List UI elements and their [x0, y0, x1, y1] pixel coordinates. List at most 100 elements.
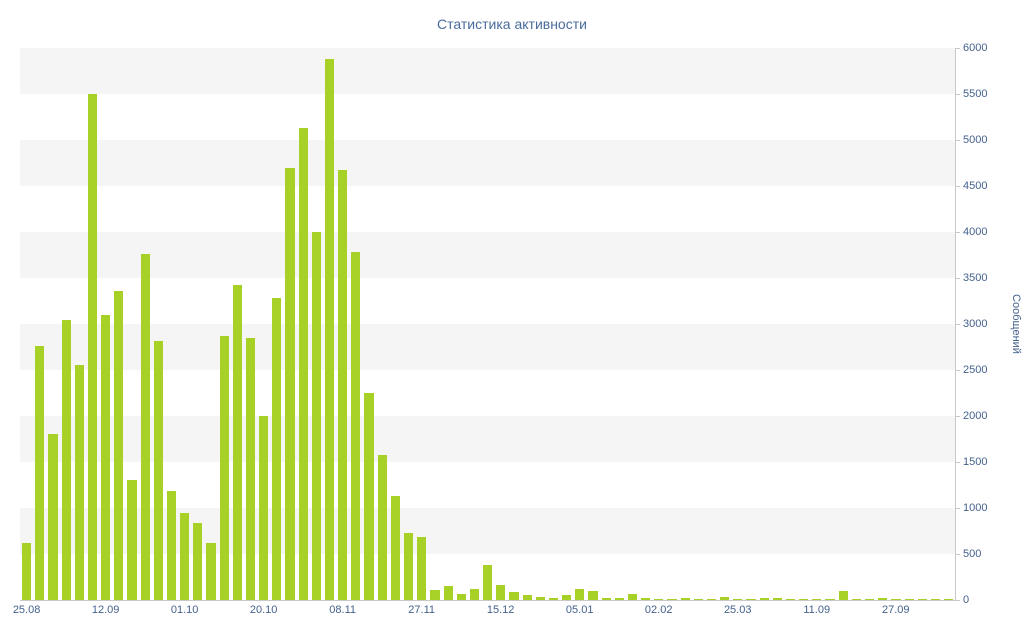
chart-title: Статистика активности — [437, 16, 587, 32]
bar — [48, 434, 58, 600]
bars-container — [20, 48, 955, 600]
bar — [22, 542, 32, 600]
y-tick-label: 1000 — [963, 502, 988, 514]
y-tick-mark — [956, 600, 960, 601]
bar — [878, 598, 888, 600]
bar — [772, 598, 782, 600]
plot-area — [20, 48, 956, 601]
bar — [443, 586, 453, 600]
x-tick-label: 25.03 — [723, 604, 752, 616]
bar — [641, 598, 651, 600]
x-tick-label: 27.11 — [408, 604, 435, 616]
bar — [759, 597, 769, 600]
y-tick-label: 500 — [963, 548, 982, 560]
y-tick-label: 0 — [963, 594, 970, 606]
bar — [153, 340, 163, 600]
bar — [180, 512, 190, 600]
x-axis: 25.08 12.09 01.10 20.10 08.11 27.11 15.12 05.01… — [13, 604, 955, 620]
y-tick-label: 3000 — [963, 318, 988, 330]
bar — [351, 252, 361, 600]
bar — [390, 496, 400, 600]
bar — [720, 597, 730, 600]
bar — [61, 320, 71, 600]
bar — [812, 598, 822, 600]
x-tick-label: 15.12 — [486, 604, 515, 616]
bar — [680, 597, 690, 600]
y-tick-label: 2000 — [963, 410, 988, 422]
y-tick-mark — [956, 370, 960, 371]
bar — [733, 598, 743, 600]
y-tick-label: 4000 — [963, 226, 988, 238]
bar — [430, 589, 440, 600]
bar — [311, 232, 321, 600]
x-tick-label: 01.10 — [170, 604, 199, 616]
bar — [588, 590, 598, 600]
bar — [245, 337, 256, 600]
bar — [917, 599, 927, 600]
x-tick-label: 05.01 — [565, 604, 594, 616]
bar — [601, 597, 611, 600]
bar — [219, 335, 229, 600]
bar — [654, 598, 664, 600]
bar — [799, 599, 809, 600]
bar — [417, 536, 427, 600]
x-tick-label: 08.11 — [329, 604, 356, 616]
bar — [140, 254, 150, 600]
bar — [259, 416, 269, 600]
bar — [469, 588, 480, 600]
y-tick-mark — [956, 48, 960, 49]
bar — [522, 594, 532, 600]
bar — [74, 365, 84, 600]
y-tick-label: 3500 — [963, 272, 988, 284]
bar — [298, 128, 308, 600]
y-tick-mark — [956, 94, 960, 95]
y-tick-label: 1500 — [963, 456, 988, 468]
bar — [746, 599, 756, 600]
bar — [838, 590, 848, 600]
y-tick-mark — [956, 508, 960, 509]
bar — [272, 298, 282, 600]
y-tick-mark — [956, 462, 960, 463]
bar — [667, 599, 677, 600]
bar — [127, 480, 137, 600]
bar — [232, 285, 242, 600]
bar — [575, 588, 585, 600]
y-tick-mark — [956, 140, 960, 141]
y-tick-label: 6000 — [963, 42, 988, 54]
x-tick-label: 20.10 — [249, 604, 278, 616]
bar — [851, 598, 861, 600]
x-tick-label: 27.09 — [881, 604, 910, 616]
bar — [891, 599, 901, 600]
bar — [206, 542, 216, 600]
y-tick-mark — [956, 554, 960, 555]
bar — [614, 598, 624, 600]
bar — [930, 599, 941, 600]
y-tick-mark — [956, 324, 960, 325]
bar — [496, 584, 506, 600]
bar — [483, 565, 493, 600]
y-axis-title: Сообщений — [1010, 294, 1022, 354]
bar — [904, 599, 914, 600]
bar — [785, 599, 796, 600]
bar — [285, 167, 295, 600]
y-tick-label: 2500 — [963, 364, 988, 376]
bar — [706, 599, 717, 600]
y-tick-mark — [956, 232, 960, 233]
bar — [166, 490, 177, 600]
bar — [944, 599, 954, 600]
bar — [403, 532, 414, 600]
bar — [535, 596, 545, 600]
y-tick-label: 5000 — [963, 134, 988, 146]
bar — [456, 594, 466, 600]
x-tick-label: 25.08 — [12, 604, 41, 616]
bar — [114, 290, 124, 600]
bar — [87, 94, 98, 600]
bar — [548, 597, 559, 600]
bar — [35, 346, 45, 600]
bar — [377, 454, 387, 600]
bar — [865, 599, 875, 600]
x-tick-label: 11.09 — [803, 604, 831, 616]
x-tick-label: 02.02 — [644, 604, 673, 616]
bar — [324, 59, 335, 600]
